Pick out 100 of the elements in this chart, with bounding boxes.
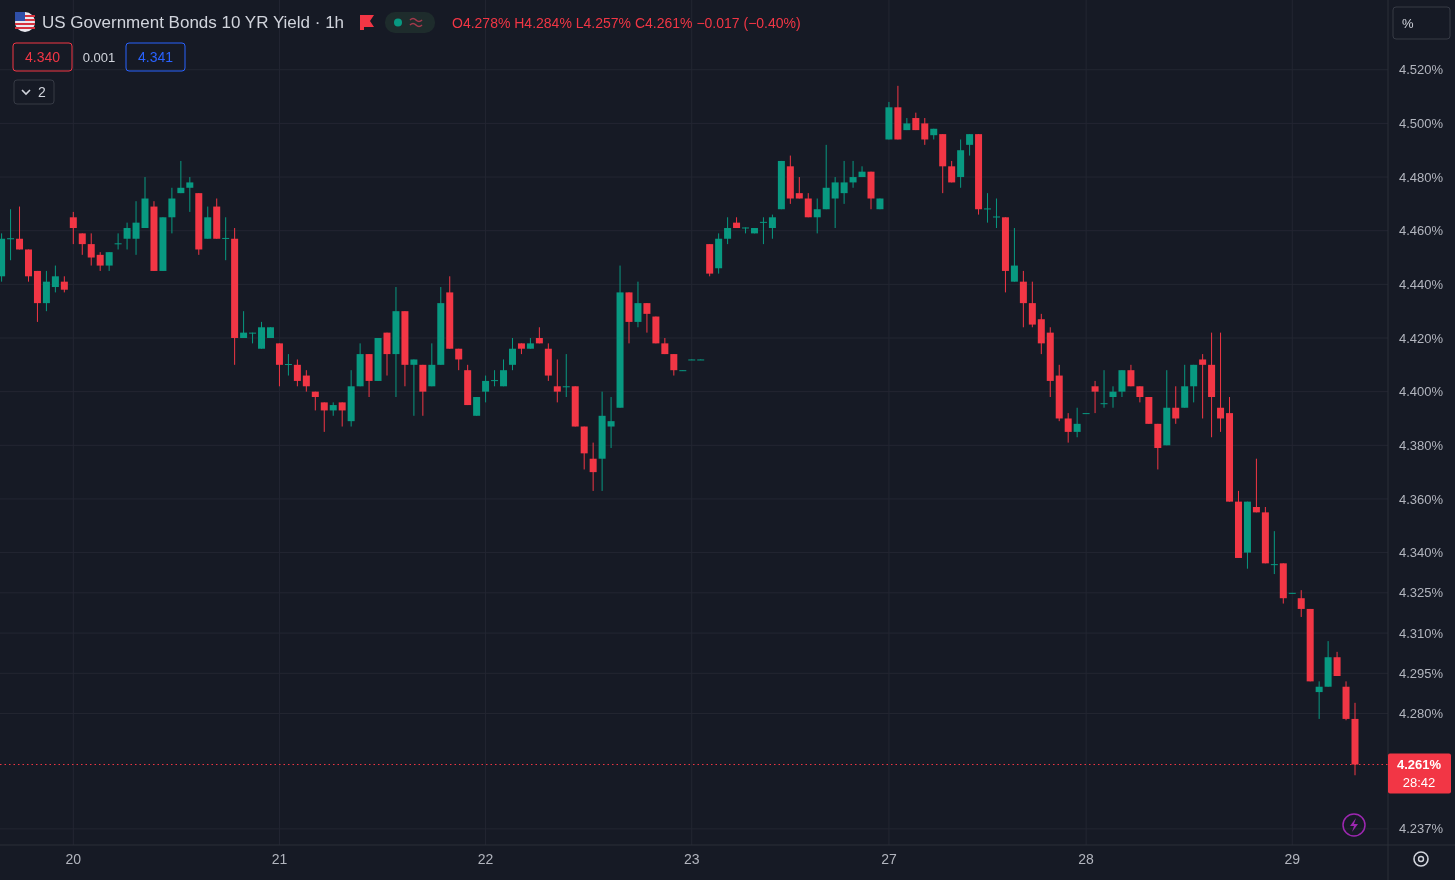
candlestick [1190,364,1198,403]
y-tick-label: 4.340% [1398,545,1444,561]
y-tick-label: 4.400% [1398,384,1444,400]
y-tick-label: 4.237% [1398,821,1444,837]
candlestick [240,310,248,339]
x-tick-label: 20 [65,851,82,867]
candlestick [1217,332,1225,433]
candlestick [966,133,974,157]
candlestick [1118,369,1126,398]
y-tick-label: 4.460% [1398,223,1444,239]
candlestick [338,401,346,428]
candlestick [1073,407,1081,438]
candlestick [204,206,212,240]
candlestick [482,375,490,403]
candlestick [96,251,104,272]
candlestick [1064,412,1072,444]
candlestick [491,369,499,387]
candlestick [258,321,266,350]
candlestick [849,160,857,189]
x-tick-label: 22 [477,851,494,867]
candlestick [1091,380,1099,414]
y-tick-label: 4.360% [1398,491,1444,507]
candlestick [1297,589,1305,618]
candlestick [1019,270,1027,328]
ref-line-label: 4.261% [1396,757,1442,773]
candlestick [293,358,301,387]
candlestick [114,232,122,250]
annotation: 0.001 [82,49,116,65]
candlestick [69,211,77,245]
x-tick-label: 23 [683,851,700,867]
candlestick [410,358,418,417]
candlestick [320,401,328,433]
candlestick [186,176,194,213]
candlestick [768,214,776,240]
candlestick [1315,680,1323,720]
x-tick-label: 29 [1284,851,1301,867]
candlestick [984,192,992,224]
candlestick [589,442,597,492]
candlestick [804,192,812,218]
candlestick [643,302,651,334]
text: 28:42 [1402,775,1436,791]
candlestick [1181,364,1189,409]
x-tick-label: 27 [881,851,897,867]
x-tick-label: 28 [1078,851,1095,867]
candlestick [78,232,86,256]
candlestick [759,216,767,245]
candlestick [670,353,678,377]
candlestick [1010,227,1018,283]
candlestick [123,222,131,250]
candlestick [1252,458,1260,513]
candlestick [383,332,391,377]
candlestick [302,369,310,393]
annotation: 4.340 [24,48,61,65]
candlestick [858,165,866,178]
y-tick-label: 4.440% [1398,276,1444,292]
y-tick-label: 4.310% [1398,625,1444,641]
candlestick [607,396,615,449]
candlestick [105,251,113,272]
y-tick-label: 4.520% [1398,62,1444,78]
candlestick [813,198,821,234]
candlestick [1333,651,1341,677]
candlestick [284,353,292,377]
candlestick [992,198,1000,229]
candlestick [177,160,185,194]
candlestick [921,117,929,146]
candlestick [428,342,436,387]
candlestick [42,270,50,312]
candlestick [822,144,830,210]
annotation: 4.341 [137,48,174,65]
candlestick [634,281,642,328]
candlestick [500,358,508,387]
candlestick [132,200,140,256]
candlestick [473,396,481,417]
candlestick [51,265,59,293]
candlestick [1109,385,1117,409]
candlestick [1100,369,1108,409]
candlestick [508,337,516,371]
candlestick [1028,281,1036,328]
x-tick-label: 21 [271,851,288,867]
candlestick [724,216,732,245]
y-tick-label: 4.280% [1398,706,1444,722]
candlestick [840,160,848,205]
annotation: 2 [38,83,47,100]
candlestick [1172,385,1180,425]
text: % [1402,15,1414,31]
candlestick [795,176,803,200]
annotation: O4.278% H4.284% L4.257% C4.261% −0.017 (−0.40%) [452,15,801,31]
candlestick [168,187,176,234]
y-tick-label: 4.325% [1398,585,1444,601]
candlestick [562,353,570,398]
y-tick-label: 4.420% [1398,330,1444,346]
candlestick [16,206,24,250]
candlestick [553,358,561,403]
text: US Government Bonds 10 YR Yield · 1h [42,13,345,32]
y-tick-label: 4.295% [1398,665,1444,681]
y-tick-label: 4.500% [1398,115,1444,131]
candlestick [831,176,839,229]
y-tick-label: 4.380% [1398,437,1444,453]
candlestick [222,216,230,261]
candlestick [275,342,283,387]
